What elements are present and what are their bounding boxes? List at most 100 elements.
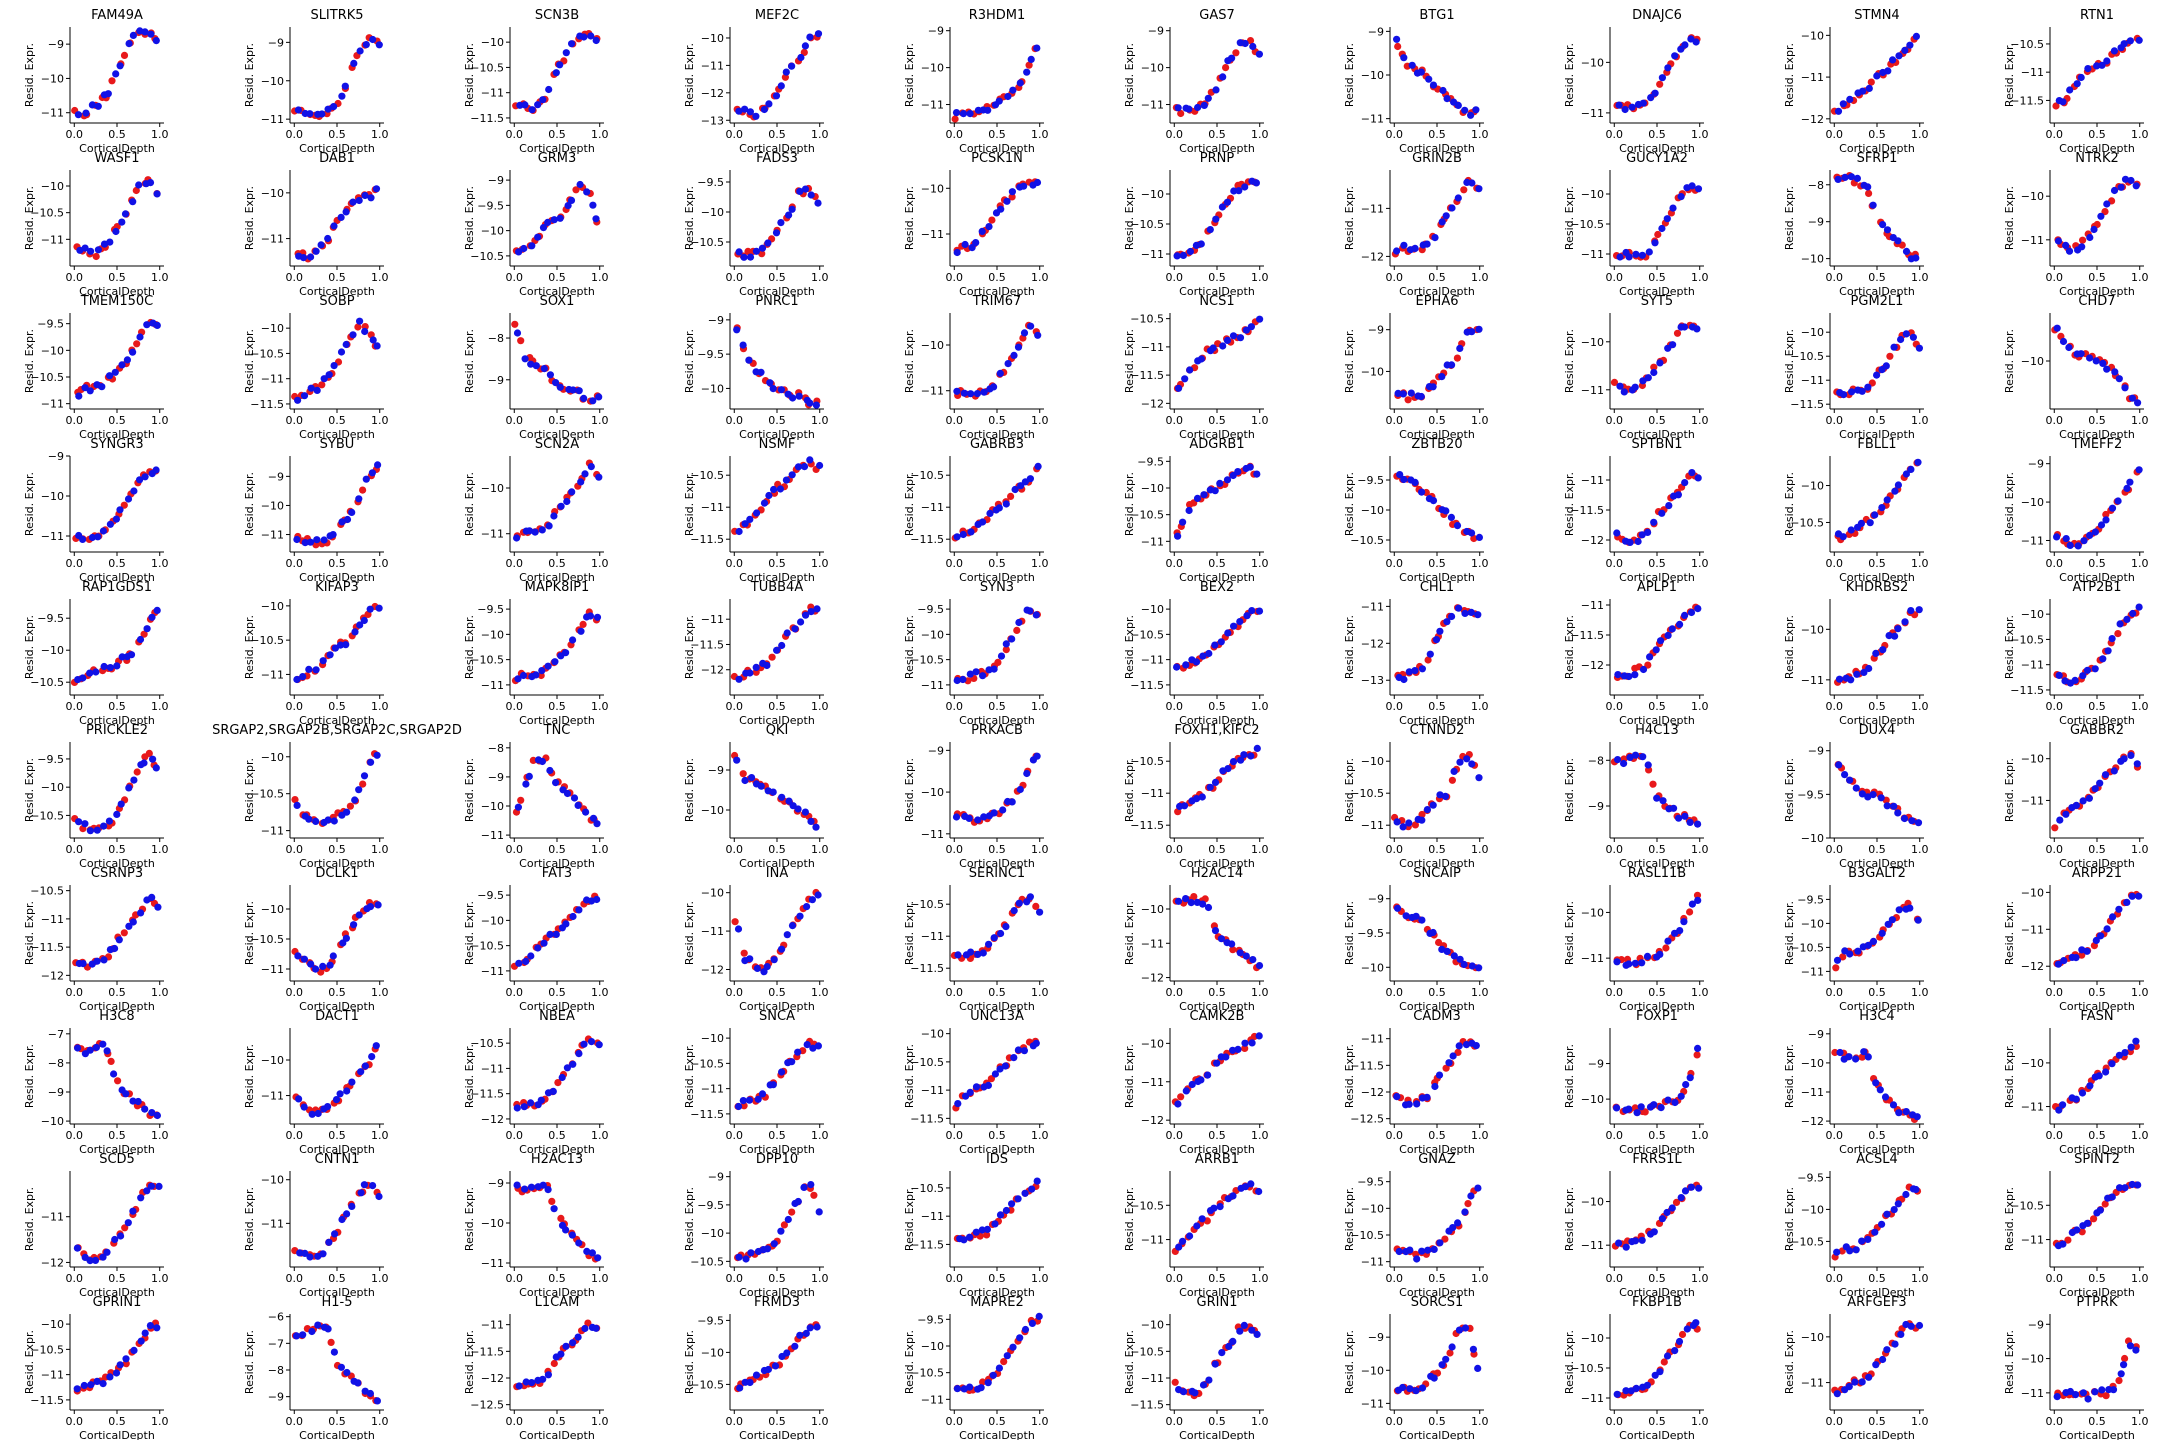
subplot-title: H3C4 [1859, 1009, 1894, 1024]
data-point-red [2102, 1392, 2110, 1400]
data-point-red [318, 381, 326, 389]
data-point-blue [1882, 362, 1890, 370]
subplot-title: PRICKLE2 [86, 723, 148, 738]
subplot: H1-50.0 0.5 1.0−9−8−7−6CorticalDepthResid.… [243, 1295, 388, 1440]
y-axis-label: Resid. Expr. [903, 901, 916, 965]
data-point-blue [141, 473, 149, 481]
y-tick-label: −10.5 [2010, 633, 2044, 646]
x-tick-label: 1.0 [151, 1129, 169, 1142]
data-point-blue [1033, 44, 1041, 52]
x-tick-label: 0.5 [1868, 557, 1886, 570]
data-point-blue [539, 1181, 547, 1189]
data-point-blue [2134, 1181, 2142, 1189]
data-point-blue [1431, 234, 1439, 242]
data-point-blue [758, 1090, 767, 1098]
data-point-blue [953, 676, 961, 685]
y-tick-label: −9.5 [477, 889, 504, 902]
data-point-blue [1467, 111, 1475, 119]
x-tick-label: 0.0 [1606, 700, 1624, 713]
x-tick-label: 0.5 [988, 128, 1006, 141]
data-point-blue [778, 641, 786, 650]
y-tick-label: −10 [481, 914, 504, 927]
data-point-blue [520, 244, 528, 253]
data-point-blue [1187, 899, 1195, 907]
data-point-blue [2059, 98, 2067, 106]
data-point-blue [104, 90, 112, 98]
data-point-blue [1008, 635, 1016, 643]
data-point-blue [1008, 798, 1016, 806]
data-point-blue [513, 329, 522, 337]
data-point-blue [130, 1346, 138, 1354]
data-point-red [92, 252, 100, 261]
y-tick-label: −9.5 [917, 603, 944, 616]
x-tick-label: 0.0 [726, 1129, 744, 1142]
data-point-blue [532, 362, 540, 370]
data-point-blue [1439, 86, 1447, 95]
y-tick-label: −11 [1361, 1256, 1384, 1269]
data-point-blue [1846, 95, 1854, 103]
data-point-blue [1853, 670, 1861, 678]
data-point-red [1446, 1349, 1454, 1357]
subplot-title: CHL1 [1420, 580, 1454, 595]
data-point-blue [1429, 383, 1437, 391]
data-point-blue [966, 670, 974, 678]
data-point-blue [2066, 1387, 2074, 1396]
data-point-blue [296, 1249, 304, 1257]
data-point-blue [106, 664, 114, 672]
y-axis-label: Resid. Expr. [1123, 1330, 1136, 1394]
y-axis-label: Resid. Expr. [243, 901, 256, 965]
data-point-blue [1204, 903, 1213, 912]
data-point-blue [967, 528, 975, 536]
data-point-blue [1234, 1045, 1242, 1053]
x-tick-label: 0.0 [946, 986, 964, 999]
x-tick-label: 0.0 [946, 414, 964, 427]
data-point-blue [527, 1183, 536, 1191]
data-point-blue [546, 766, 554, 775]
data-point-blue [1676, 620, 1684, 629]
data-point-blue [2096, 779, 2104, 787]
y-tick-label: −10 [2021, 753, 2044, 766]
data-point-blue [592, 36, 600, 45]
data-point-blue [1028, 1185, 1036, 1193]
x-tick-label: 1.0 [591, 414, 609, 427]
subplot-title: ZBTB20 [1411, 437, 1462, 452]
data-point-blue [2110, 767, 2118, 775]
data-point-blue [1879, 646, 1887, 654]
data-point-blue [1443, 947, 1451, 956]
y-tick-label: −9.5 [37, 612, 64, 625]
data-point-blue [807, 191, 815, 199]
y-tick-label: −10.5 [30, 885, 64, 898]
y-tick-label: −11 [261, 373, 284, 386]
data-point-red [548, 1197, 556, 1205]
data-point-blue [117, 800, 125, 808]
subplot-title: SCN3B [535, 8, 579, 23]
data-point-blue [124, 495, 133, 503]
y-tick-label: −10.5 [2010, 38, 2044, 51]
data-point-blue [348, 1078, 356, 1086]
data-point-blue [1833, 1248, 1841, 1256]
data-point-blue [564, 202, 572, 210]
x-tick-label: 0.5 [988, 986, 1006, 999]
data-point-blue [1174, 897, 1183, 905]
subplot-title: GPRIN1 [93, 1295, 142, 1310]
x-tick-label: 1.0 [371, 557, 389, 570]
subplot-title: SRGAP2,SRGAP2B,SRGAP2C,SRGAP2D [212, 723, 462, 738]
data-point-blue [1625, 960, 1633, 968]
data-point-blue [972, 1228, 980, 1236]
x-axis-label: CorticalDepth [79, 142, 155, 155]
data-point-blue [1442, 507, 1450, 515]
x-tick-label: 0.5 [1428, 557, 1446, 570]
data-point-blue [2123, 615, 2131, 624]
data-point-blue [115, 936, 123, 944]
y-axis-label: Resid. Expr. [1123, 1044, 1136, 1108]
data-point-blue [814, 1042, 823, 1050]
data-point-blue [794, 805, 802, 813]
x-tick-label: 0.5 [1428, 986, 1446, 999]
x-axis-label: CorticalDepth [1839, 285, 1915, 298]
y-tick-label: −12 [1141, 1114, 1164, 1127]
data-point-blue [1914, 916, 1922, 924]
